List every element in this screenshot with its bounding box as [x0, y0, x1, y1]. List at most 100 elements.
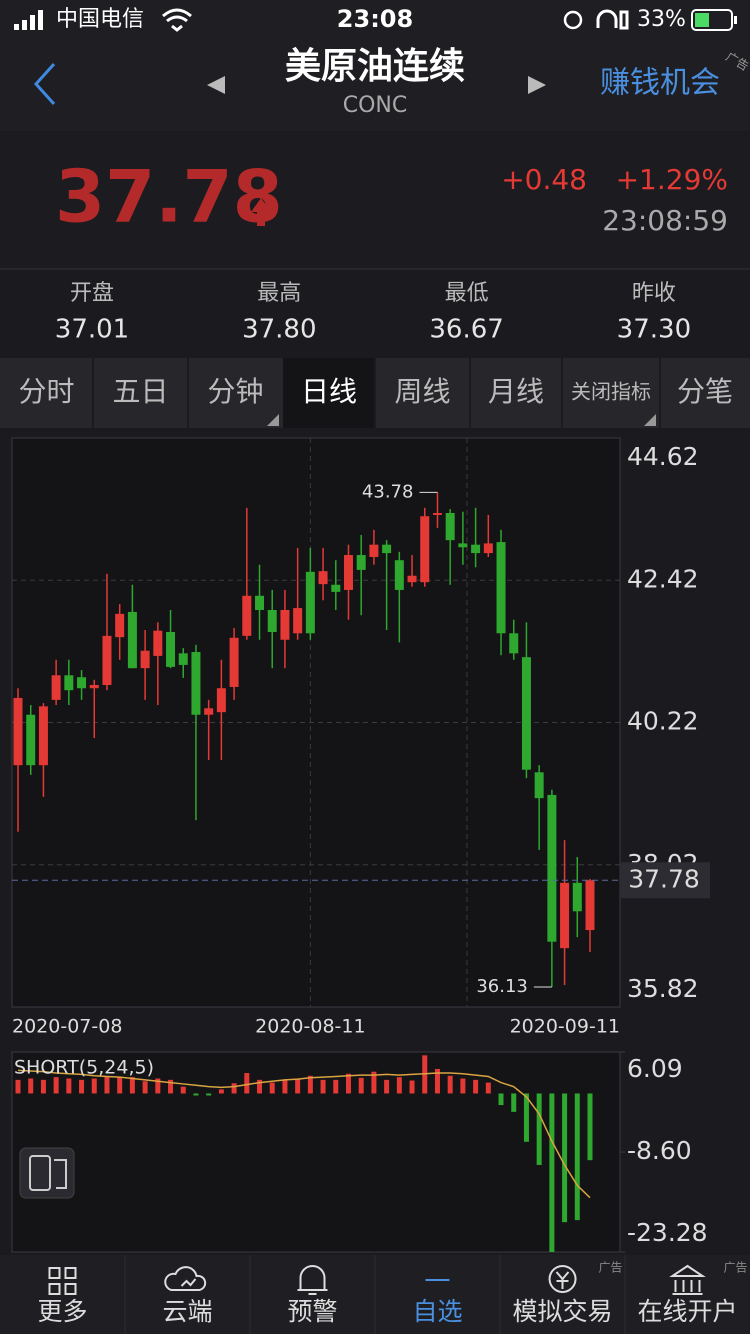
indicator-bar: [180, 1086, 186, 1094]
indicator-bar: [307, 1075, 313, 1094]
indicator-bar: [371, 1071, 377, 1094]
stat-value: 37.30: [617, 315, 691, 345]
indicator-bar: [40, 1079, 46, 1094]
candle-body: [432, 513, 442, 515]
tab[interactable]: 分钟: [207, 375, 263, 408]
back-button[interactable]: [33, 62, 56, 106]
nav-icon: [669, 1264, 706, 1295]
y-tick-label: 42.42: [627, 564, 699, 593]
x-tick-label: 2020-07-08: [12, 1016, 122, 1038]
indicator-bar: [562, 1093, 568, 1223]
tab[interactable]: 日线: [301, 375, 357, 408]
last-price-label: 37.78: [628, 864, 700, 893]
y-tick-label: -8.60: [627, 1136, 692, 1165]
indicator-bar: [206, 1093, 212, 1096]
indicator-bar: [536, 1093, 542, 1165]
candle-body: [51, 675, 61, 700]
candle-body: [166, 631, 176, 667]
y-tick-label: 6.09: [627, 1054, 683, 1083]
candle-body: [534, 772, 544, 799]
candle-body: [356, 555, 366, 570]
nav-item[interactable]: 更多: [37, 1297, 87, 1326]
min-label: 36.13: [476, 976, 528, 997]
last-price: 37.78: [55, 155, 283, 239]
indicator-bar: [269, 1082, 275, 1094]
candle-body: [38, 706, 48, 766]
indicator-bar: [142, 1081, 148, 1094]
quote-time: 23:08:59: [602, 204, 728, 237]
candle-body: [140, 650, 150, 669]
indicator-bar: [523, 1093, 529, 1142]
indicator-bar: [231, 1083, 237, 1094]
candle-body: [229, 637, 239, 687]
stat-label: 昨收: [632, 281, 676, 306]
candle-body: [26, 714, 36, 766]
tab[interactable]: 关闭指标: [571, 380, 651, 404]
candle-body: [255, 595, 265, 610]
tab[interactable]: 分笔: [677, 375, 733, 408]
candle-body: [458, 543, 468, 548]
indicator-bar: [218, 1089, 224, 1094]
indicator-bar: [345, 1073, 351, 1094]
candle-body: [420, 516, 430, 583]
candle-body: [572, 882, 582, 912]
indicator-title: SHORT(5,24,5): [14, 1057, 154, 1079]
y-tick-label: 35.82: [627, 974, 699, 1003]
indicator-bar: [409, 1080, 415, 1094]
nav-item[interactable]: 模拟交易: [512, 1297, 612, 1326]
candle-body: [64, 675, 74, 691]
indicator-bar: [460, 1078, 466, 1094]
nav-item[interactable]: 云端: [162, 1297, 212, 1326]
tab[interactable]: 周线: [394, 375, 450, 408]
prev-button[interactable]: [207, 76, 225, 94]
candle-body: [280, 609, 290, 640]
indicator-bar: [155, 1078, 161, 1094]
candle-body: [560, 882, 570, 949]
price-change: +0.48: [501, 163, 587, 196]
candle-body: [89, 684, 99, 689]
indicator-bar: [485, 1082, 491, 1094]
x-tick-label: 2020-09-11: [510, 1016, 620, 1038]
indicator-bar: [28, 1078, 34, 1094]
candle-body: [445, 513, 455, 541]
tab[interactable]: 分时: [18, 375, 74, 408]
candle-body: [13, 697, 23, 766]
quote-bg: [0, 133, 750, 268]
tab[interactable]: 月线: [488, 375, 544, 408]
tab[interactable]: 五日: [112, 375, 168, 408]
candle-body: [382, 544, 392, 554]
candle-body: [242, 595, 252, 636]
candle-body: [204, 708, 214, 715]
candle-body: [153, 630, 163, 656]
nav-item[interactable]: 自选: [412, 1297, 462, 1326]
clock: 23:08: [337, 5, 413, 33]
header-bg: [0, 0, 750, 131]
rotate-button[interactable]: [19, 1147, 75, 1199]
indicator-bar: [447, 1075, 453, 1094]
indicator-bar: [473, 1079, 479, 1094]
signal-icon: [14, 10, 43, 30]
ad-badge: 广告: [723, 1261, 747, 1275]
nav-item[interactable]: 在线开户: [637, 1297, 737, 1326]
dropdown-corner: [267, 414, 279, 426]
next-button[interactable]: [528, 76, 546, 94]
y-tick-label: 40.22: [627, 707, 699, 736]
candle-body: [585, 880, 595, 931]
stat-value: 37.80: [242, 315, 316, 345]
candle-body: [521, 657, 531, 770]
candle-body: [102, 635, 112, 685]
instrument-title: 美原油连续: [285, 46, 465, 87]
indicator-bar: [104, 1076, 110, 1094]
candle-body: [178, 653, 188, 665]
indicator-bar: [549, 1093, 555, 1252]
stat-label: 最低: [445, 281, 489, 306]
opportunity-link[interactable]: 赚钱机会: [600, 66, 720, 101]
carrier: 中国电信: [56, 7, 144, 32]
candle-body: [407, 575, 417, 583]
indicator-bar: [333, 1079, 339, 1094]
nav-item[interactable]: 预警: [287, 1297, 337, 1326]
candle-body: [394, 560, 404, 590]
candle-body: [509, 633, 519, 654]
indicator-bar: [79, 1079, 85, 1094]
candle-body: [483, 543, 493, 554]
